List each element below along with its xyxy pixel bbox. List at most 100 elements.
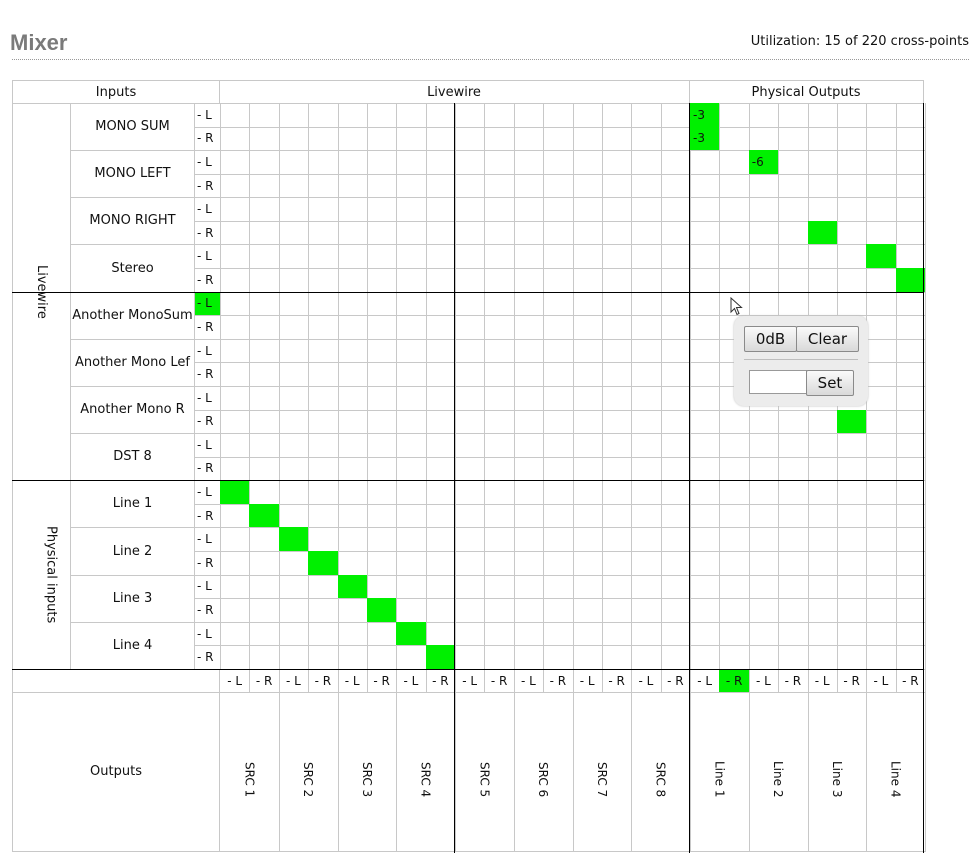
crosspoint[interactable] xyxy=(572,291,603,317)
crosspoint[interactable] xyxy=(601,574,633,600)
crosspoint[interactable] xyxy=(366,409,398,435)
crosspoint[interactable] xyxy=(601,385,633,411)
crosspoint[interactable] xyxy=(866,173,897,199)
crosspoint[interactable] xyxy=(337,150,368,175)
crosspoint[interactable] xyxy=(220,103,251,128)
crosspoint[interactable] xyxy=(337,126,368,152)
crosspoint[interactable] xyxy=(660,220,691,246)
crosspoint[interactable] xyxy=(308,220,339,246)
crosspoint[interactable] xyxy=(572,150,603,175)
crosspoint[interactable] xyxy=(631,126,662,152)
crosspoint[interactable] xyxy=(484,621,515,647)
crosspoint[interactable] xyxy=(719,268,750,293)
crosspoint[interactable] xyxy=(601,598,633,623)
crosspoint[interactable] xyxy=(719,197,750,222)
crosspoint[interactable] xyxy=(866,433,897,458)
crosspoint[interactable] xyxy=(660,574,691,600)
crosspoint[interactable] xyxy=(748,503,780,529)
crosspoint[interactable] xyxy=(513,338,545,364)
crosspoint[interactable] xyxy=(337,385,368,411)
crosspoint[interactable] xyxy=(484,409,515,435)
crosspoint[interactable] xyxy=(455,433,486,458)
crosspoint[interactable] xyxy=(660,126,691,152)
crosspoint[interactable] xyxy=(601,503,633,529)
crosspoint[interactable] xyxy=(220,362,251,387)
crosspoint[interactable] xyxy=(366,150,398,175)
crosspoint[interactable] xyxy=(895,409,926,435)
crosspoint[interactable] xyxy=(425,527,456,553)
crosspoint[interactable] xyxy=(396,503,427,529)
crosspoint[interactable] xyxy=(278,150,310,175)
crosspoint[interactable] xyxy=(807,433,838,458)
crosspoint[interactable] xyxy=(778,621,809,647)
crosspoint[interactable] xyxy=(572,268,603,293)
crosspoint[interactable] xyxy=(513,574,545,600)
crosspoint[interactable] xyxy=(249,103,280,128)
crosspoint[interactable] xyxy=(366,338,398,364)
crosspoint[interactable] xyxy=(601,551,633,576)
crosspoint[interactable] xyxy=(866,621,897,647)
crosspoint[interactable] xyxy=(249,220,280,246)
crosspoint[interactable] xyxy=(337,362,368,387)
crosspoint[interactable] xyxy=(778,598,809,623)
crosspoint[interactable] xyxy=(366,621,398,647)
crosspoint[interactable] xyxy=(572,126,603,152)
crosspoint-active[interactable] xyxy=(278,527,310,553)
crosspoint[interactable] xyxy=(308,527,339,553)
crosspoint[interactable] xyxy=(396,338,427,364)
crosspoint-active[interactable]: -3 xyxy=(690,126,721,152)
crosspoint[interactable] xyxy=(337,621,368,647)
crosspoint[interactable] xyxy=(748,244,780,270)
crosspoint[interactable] xyxy=(778,220,809,246)
crosspoint[interactable] xyxy=(631,551,662,576)
crosspoint[interactable] xyxy=(543,480,574,505)
crosspoint[interactable] xyxy=(778,291,809,317)
crosspoint[interactable] xyxy=(807,268,838,293)
crosspoint[interactable] xyxy=(543,551,574,576)
crosspoint[interactable] xyxy=(249,126,280,152)
crosspoint[interactable] xyxy=(895,433,926,458)
crosspoint[interactable] xyxy=(249,598,280,623)
crosspoint[interactable] xyxy=(836,598,868,623)
crosspoint[interactable] xyxy=(513,385,545,411)
crosspoint[interactable] xyxy=(601,433,633,458)
crosspoint[interactable] xyxy=(543,574,574,600)
crosspoint[interactable] xyxy=(836,527,868,553)
zero-db-button[interactable]: 0dB xyxy=(744,326,797,352)
crosspoint[interactable] xyxy=(660,409,691,435)
crosspoint[interactable] xyxy=(895,480,926,505)
crosspoint[interactable] xyxy=(249,409,280,435)
crosspoint[interactable] xyxy=(396,527,427,553)
crosspoint[interactable] xyxy=(748,527,780,553)
crosspoint[interactable] xyxy=(807,503,838,529)
crosspoint[interactable] xyxy=(660,103,691,128)
crosspoint[interactable] xyxy=(513,433,545,458)
crosspoint[interactable] xyxy=(836,173,868,199)
crosspoint[interactable] xyxy=(513,598,545,623)
crosspoint[interactable] xyxy=(278,621,310,647)
crosspoint[interactable] xyxy=(836,456,868,482)
crosspoint[interactable] xyxy=(425,126,456,152)
crosspoint[interactable] xyxy=(308,503,339,529)
crosspoint[interactable] xyxy=(396,268,427,293)
crosspoint[interactable] xyxy=(631,433,662,458)
crosspoint[interactable] xyxy=(601,362,633,387)
crosspoint[interactable] xyxy=(396,456,427,482)
crosspoint-active[interactable] xyxy=(366,598,398,623)
crosspoint[interactable] xyxy=(278,173,310,199)
crosspoint[interactable] xyxy=(278,385,310,411)
crosspoint[interactable] xyxy=(895,244,926,270)
crosspoint[interactable] xyxy=(425,173,456,199)
crosspoint[interactable] xyxy=(719,456,750,482)
crosspoint[interactable] xyxy=(866,645,897,670)
crosspoint-active[interactable] xyxy=(249,503,280,529)
crosspoint[interactable] xyxy=(249,480,280,505)
clear-button[interactable]: Clear xyxy=(796,326,859,352)
crosspoint[interactable] xyxy=(366,126,398,152)
crosspoint[interactable] xyxy=(337,480,368,505)
crosspoint[interactable] xyxy=(249,433,280,458)
crosspoint[interactable] xyxy=(366,456,398,482)
crosspoint[interactable] xyxy=(660,598,691,623)
crosspoint[interactable] xyxy=(866,574,897,600)
crosspoint[interactable] xyxy=(895,103,926,128)
